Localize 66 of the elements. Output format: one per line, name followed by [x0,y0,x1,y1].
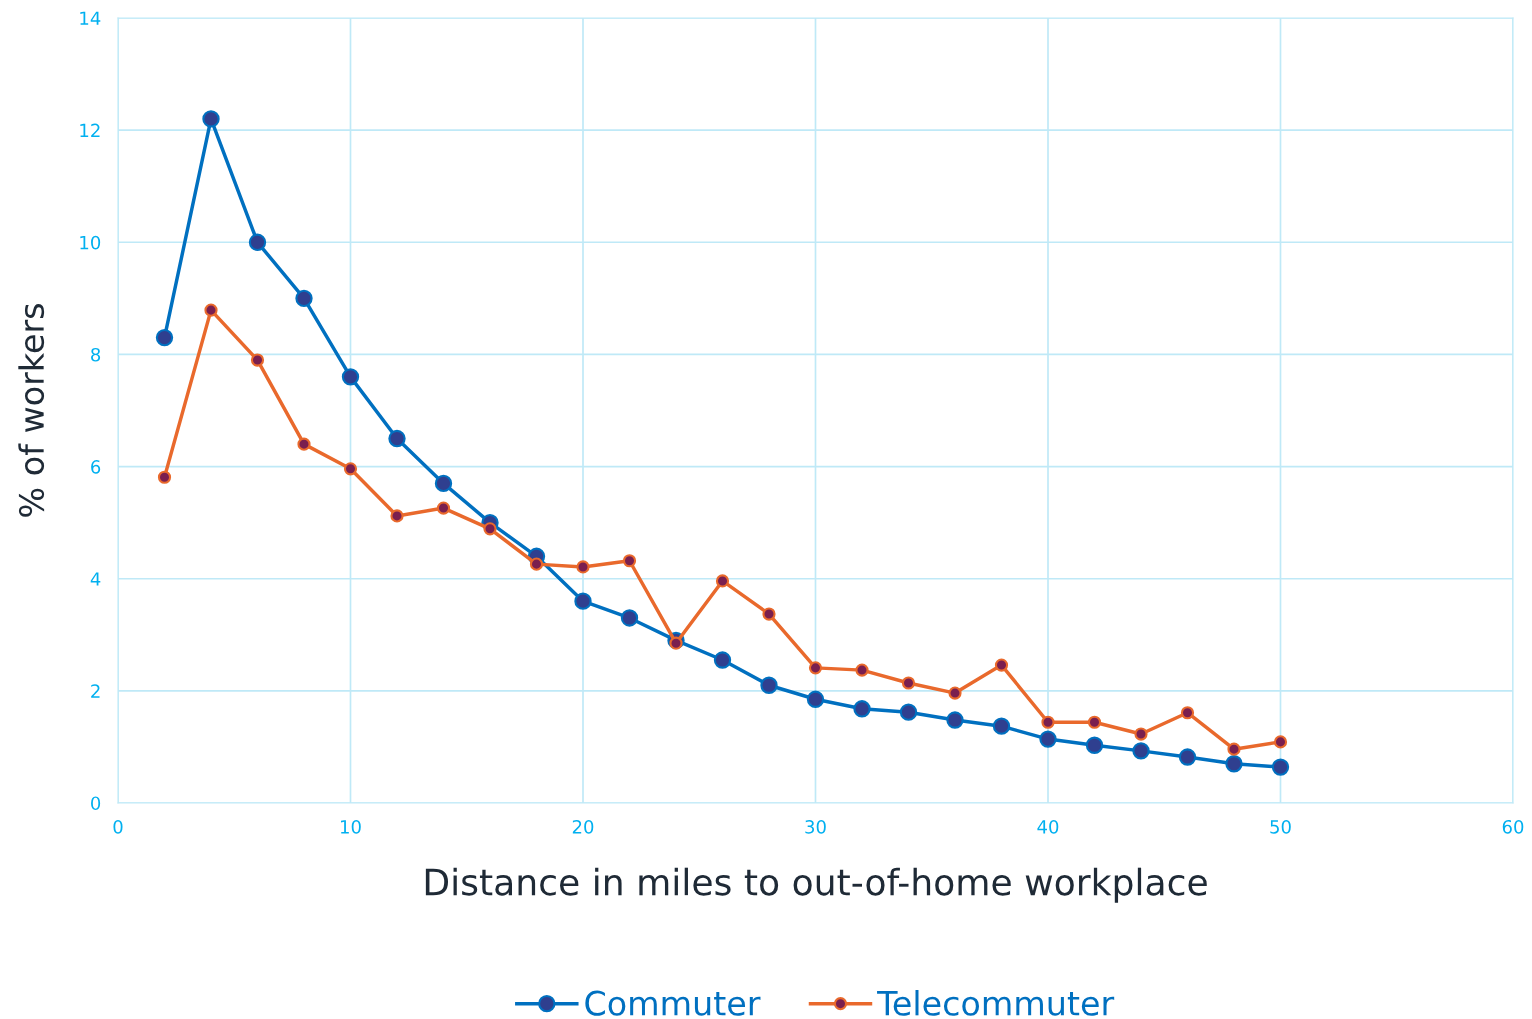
y-tick-label: 14 [80,11,101,25]
point [436,501,451,515]
point [715,574,730,588]
point [1134,727,1148,741]
point [434,474,453,493]
point [762,607,776,621]
point [483,522,497,536]
point [948,686,962,700]
point [250,353,265,367]
point [620,609,639,627]
point [946,711,964,729]
point [1180,706,1195,720]
point [992,717,1011,735]
legend-label: Commuter [585,990,761,1016]
point [713,651,732,669]
x-tick-label: 0 [113,819,123,834]
point [1225,755,1243,773]
y-tick-label: 4 [90,572,101,586]
point [808,661,823,675]
point [994,658,1009,672]
legend-label: Telecommuter [877,990,1115,1016]
point [529,557,544,571]
x-tick-label: 10 [341,819,361,834]
point [202,110,220,128]
y-tick-label: 10 [80,235,101,250]
point [901,676,916,690]
y-tick-label: 0 [91,796,101,811]
point [155,328,174,347]
point [1273,735,1288,749]
point [1271,758,1290,776]
x-tick-label: 20 [572,819,594,834]
point [297,437,311,451]
point [622,554,637,568]
point [855,663,869,677]
point [1039,730,1057,748]
point [899,703,918,721]
x-tick-label: 40 [1037,819,1059,834]
point [204,303,218,317]
y-tick-label: 12 [80,123,100,137]
point [853,700,871,718]
point [576,560,590,574]
point [760,676,778,694]
point [341,368,360,386]
y-tick-label: 6 [91,460,101,474]
point [1041,715,1055,729]
y-axis-title: % of workers [18,304,45,517]
point [1085,736,1104,754]
y-tick-label: 8 [91,347,101,362]
point [1227,742,1241,756]
x-tick-label: 30 [805,819,826,834]
point [669,636,683,650]
point [388,429,406,448]
point [295,289,313,308]
x-tick-label: 50 [1270,819,1291,834]
point [806,690,825,708]
point [1132,742,1150,760]
point [343,462,358,476]
point [248,233,267,251]
y-tick-label: 2 [91,684,100,698]
x-axis-title: Distance in miles to out-of-home workplace [425,867,1207,903]
point [1178,748,1197,766]
point [157,470,172,484]
point [390,509,404,523]
x-tick-label: 60 [1502,819,1524,834]
point [574,592,592,610]
point [1087,715,1102,729]
